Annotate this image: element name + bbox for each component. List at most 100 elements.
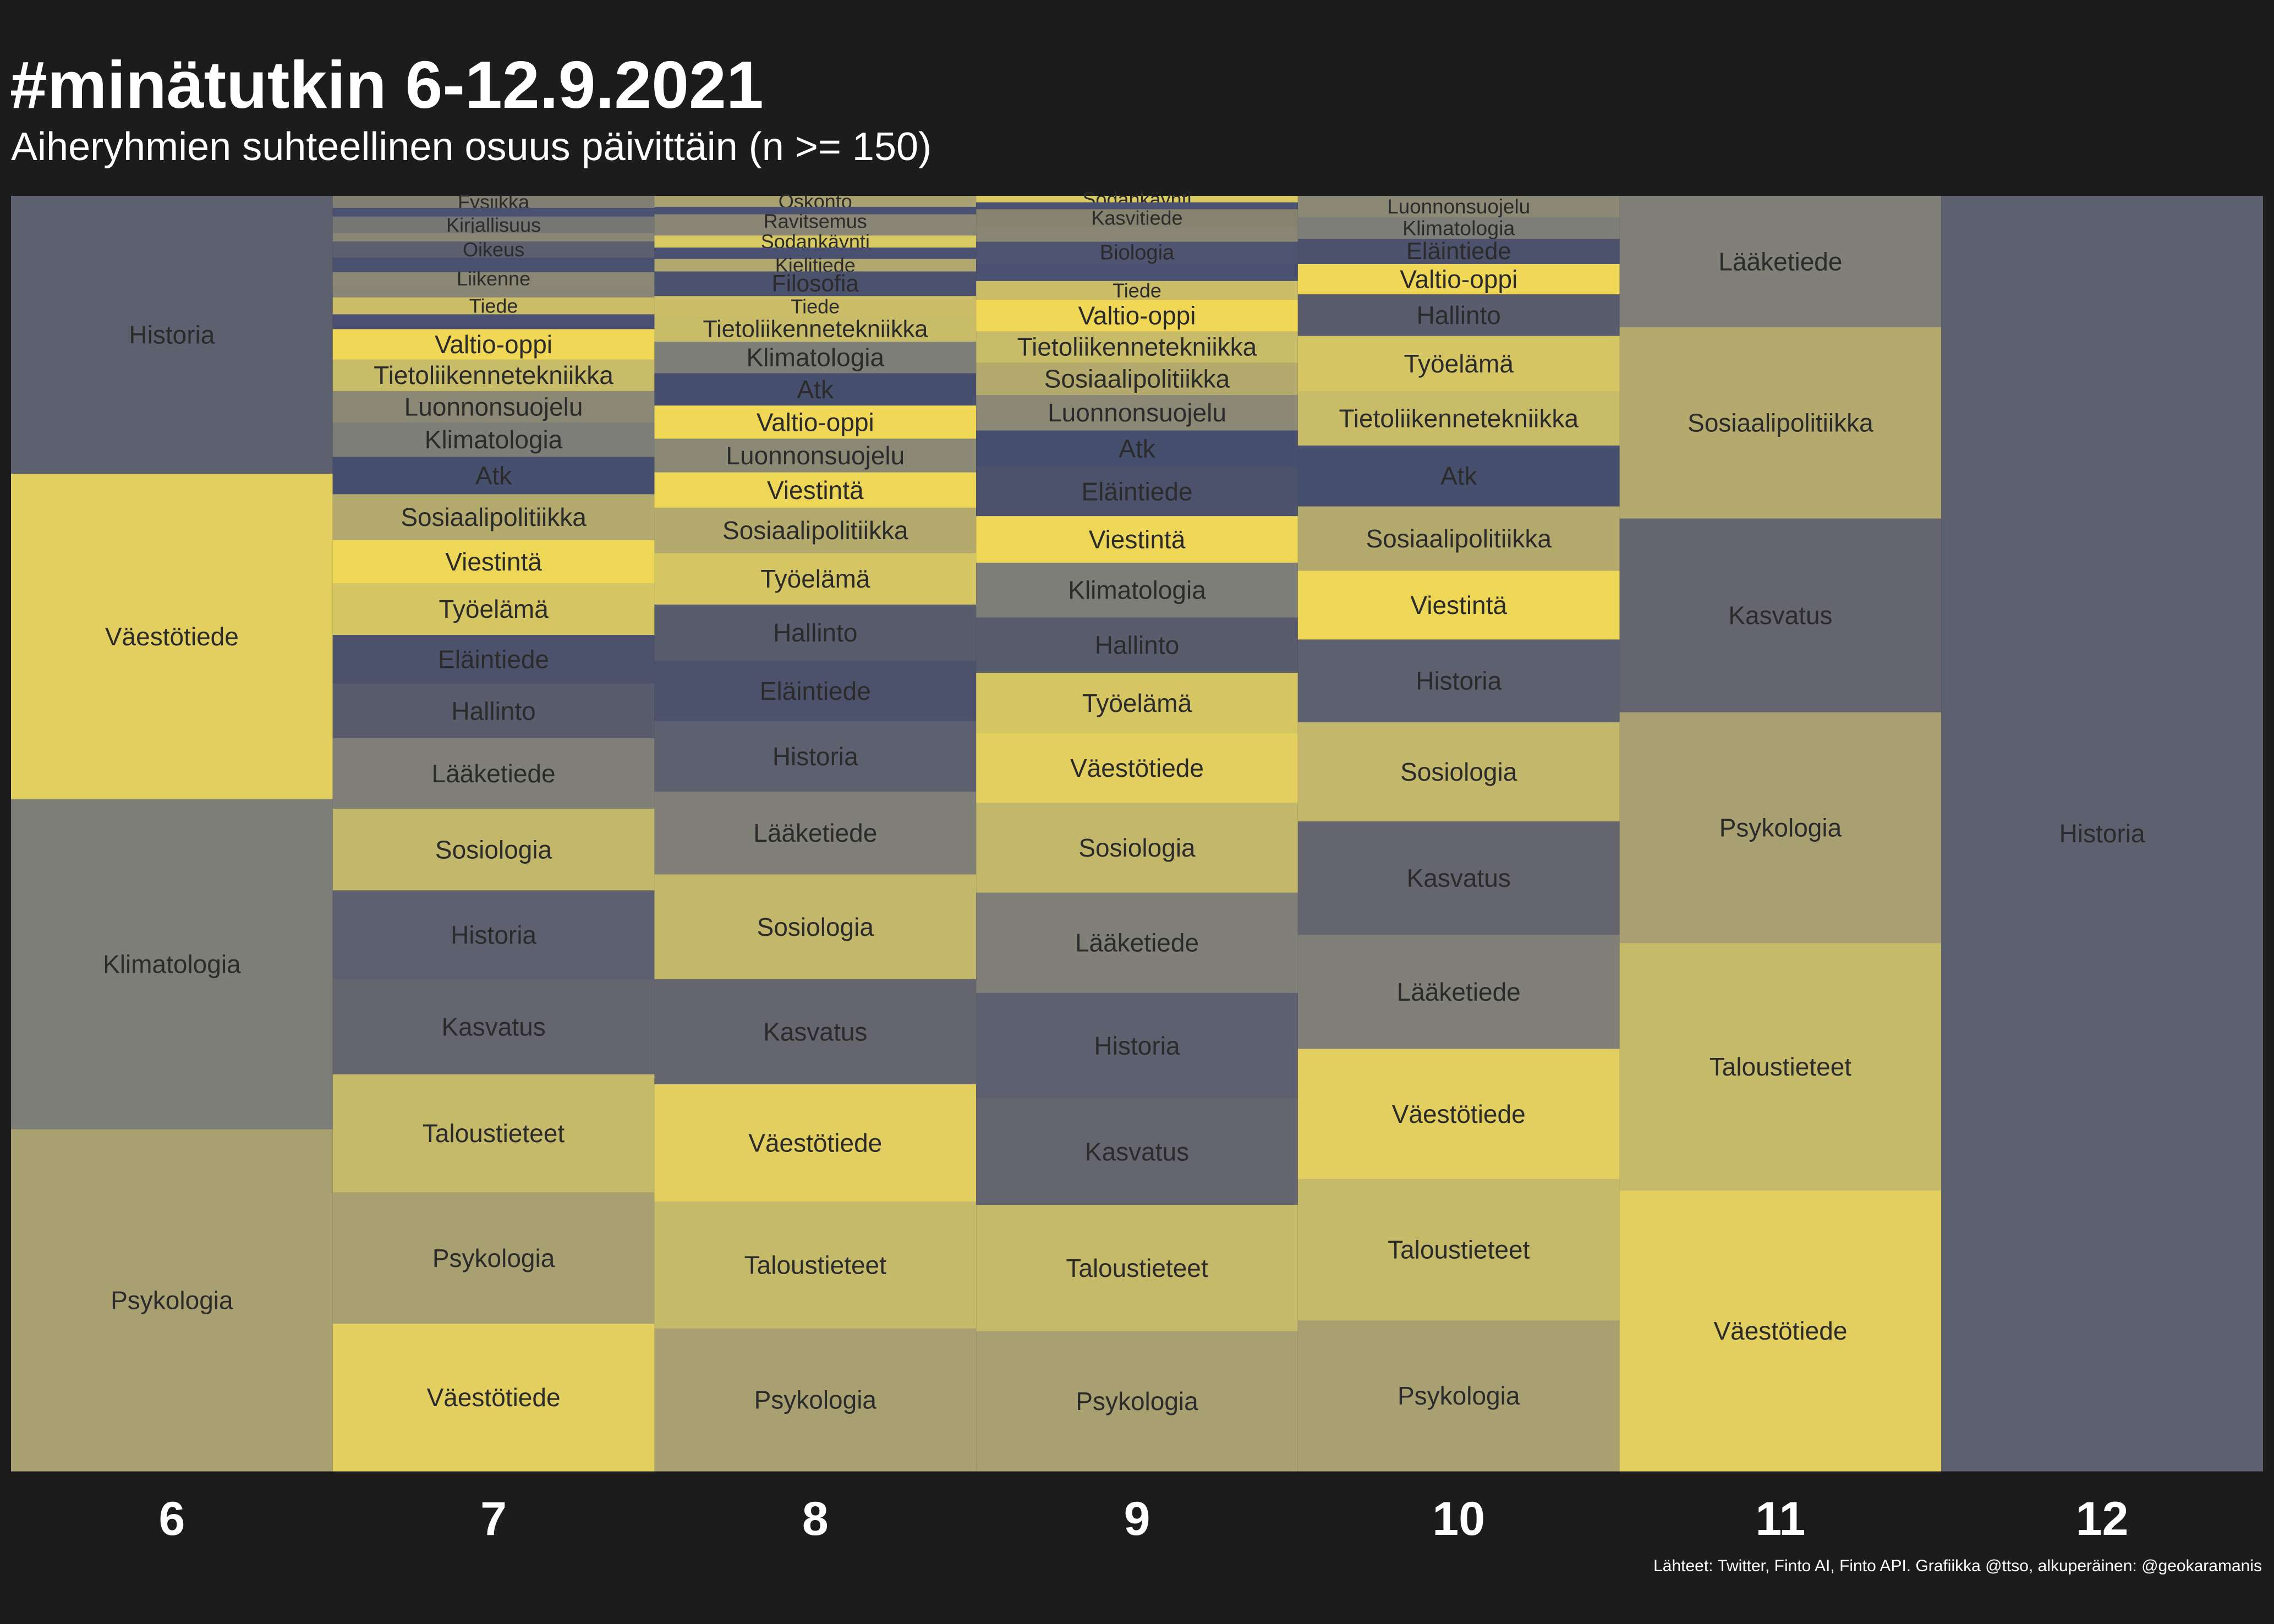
tile-label: Työelämä <box>1404 349 1514 378</box>
tile-label: Työelämä <box>439 595 549 623</box>
tile-label: Lääketiede <box>753 819 877 847</box>
tile-label: Atk <box>475 461 512 490</box>
mosaic-tile <box>976 196 1298 203</box>
mosaic-tile <box>1297 506 1620 572</box>
tile-label: Lääketiede <box>1397 978 1521 1006</box>
mosaic-tile <box>332 233 655 242</box>
mosaic-tile <box>976 264 1298 282</box>
x-tick-label: 6 <box>158 1493 185 1545</box>
mosaic-tile <box>654 874 977 980</box>
tile-label: Kasvatus <box>441 1013 545 1041</box>
tile-label: Kasvatus <box>1407 864 1511 892</box>
mosaic-tile <box>654 228 977 236</box>
mosaic-tile <box>976 1205 1298 1332</box>
tile-label: Viestintä <box>767 476 864 504</box>
tile-label: Klimatologia <box>425 425 563 454</box>
mosaic-tile <box>1297 570 1620 640</box>
mosaic-tile <box>1619 712 1942 943</box>
tile-label: Valtio-oppi <box>435 330 552 359</box>
mosaic-tile <box>332 809 655 891</box>
mosaic-tile <box>654 247 977 260</box>
mosaic-tile <box>1297 1178 1620 1321</box>
tile-label: Tietoliikennetekniikka <box>703 316 928 342</box>
mosaic-tile <box>332 391 655 423</box>
tile-label: Tietoliikennetekniikka <box>1339 404 1579 432</box>
tile-label: Atk <box>1440 462 1477 490</box>
tile-label: Viestintä <box>445 547 542 576</box>
tile-label: Psykologia <box>754 1385 877 1414</box>
tile-label: Valtio-oppi <box>757 408 874 436</box>
mosaic-tile <box>654 438 977 473</box>
mosaic-tile <box>654 405 977 439</box>
tile-label: Eläintiede <box>760 677 871 705</box>
mosaic-tile <box>332 422 655 458</box>
mosaic-tile <box>332 494 655 541</box>
tile-label: Taloustieteet <box>1066 1254 1208 1282</box>
mosaic-tile <box>1297 294 1620 337</box>
x-tick-label: 12 <box>2076 1493 2129 1545</box>
tile-label: Väestötiede <box>1713 1316 1847 1345</box>
tile-label: Historia <box>2059 819 2145 848</box>
mosaic-tile <box>976 672 1298 734</box>
tile-label: Hallinto <box>451 696 535 725</box>
mosaic-tile <box>332 257 655 273</box>
tile-label: Tietoliikennetekniikka <box>1017 333 1257 361</box>
tile-label: Tiede <box>791 295 840 317</box>
mosaic-tile <box>654 271 977 297</box>
mosaic-tile <box>976 1098 1298 1205</box>
tile-label: Väestötiede <box>748 1129 882 1157</box>
tile-label: Kasvatus <box>1728 601 1832 630</box>
tile-label: Kasvatus <box>1085 1137 1189 1166</box>
mosaic-tile <box>11 196 333 474</box>
tile-label: Taloustieteet <box>423 1119 565 1148</box>
mosaic-tile <box>332 683 655 739</box>
tile-label: Eläintiede <box>438 645 549 673</box>
tile-label: Sosiaalipolitiikka <box>1687 409 1873 437</box>
mosaic-tile <box>332 583 655 635</box>
mosaic-tile <box>1619 196 1942 328</box>
mosaic-tile <box>332 979 655 1075</box>
tile-label: Sosiaalipolitiikka <box>1044 365 1230 393</box>
tile-label: Sosiaalipolitiikka <box>722 516 908 545</box>
tile-label: Historia <box>451 920 536 949</box>
tile-label: Hallinto <box>1095 631 1179 660</box>
mosaic-tile <box>976 209 1298 227</box>
source-caption: Lähteet: Twitter, Finto AI, Finto API. G… <box>1653 1557 2262 1575</box>
mosaic-tile <box>654 472 977 508</box>
tile-label: Luonnonsuojelu <box>1387 195 1530 218</box>
mosaic-tile <box>976 516 1298 563</box>
chart-subtitle: Aiheryhmien suhteellinen osuus päivittäi… <box>11 125 932 169</box>
tile-label: Psykologia <box>432 1244 555 1272</box>
mosaic-tile <box>976 331 1298 363</box>
mosaic-tile <box>654 1201 977 1329</box>
tile-label: Sosiologia <box>435 835 552 864</box>
mosaic-tile <box>1297 1320 1620 1472</box>
tile-label: Kasvatus <box>763 1017 867 1046</box>
mosaic-tile <box>654 373 977 406</box>
mosaic-tile <box>654 296 977 317</box>
mosaic-tile <box>654 661 977 722</box>
mosaic-tile <box>976 803 1298 893</box>
tile-label: Lääketiede <box>432 759 556 788</box>
x-tick-label: 8 <box>802 1493 829 1545</box>
tile-label: Luonnonsuojelu <box>726 441 905 470</box>
mosaic-tile <box>976 617 1298 673</box>
mosaic-tile <box>1297 935 1620 1050</box>
tile-label: Psykologia <box>1398 1381 1520 1410</box>
tile-label: Viestintä <box>1089 525 1186 553</box>
tile-label: Eläintiede <box>1081 478 1192 506</box>
mosaic-tile <box>332 196 655 209</box>
mosaic-tile <box>1297 217 1620 239</box>
mosaic-tile <box>1297 391 1620 446</box>
mosaic-tile <box>976 202 1298 210</box>
tile-label: Klimatologia <box>1402 217 1515 240</box>
tile-label: Kasvitiede <box>1091 207 1182 229</box>
x-tick-label: 9 <box>1124 1493 1150 1545</box>
mosaic-tile <box>654 791 977 875</box>
tile-label: Lääketiede <box>1718 247 1842 276</box>
tile-label: Historia <box>129 321 215 349</box>
mosaic-tile <box>332 1074 655 1193</box>
mosaic-tile <box>332 359 655 392</box>
tile-label: Historia <box>1416 667 1502 695</box>
mosaic-tile <box>332 241 655 258</box>
